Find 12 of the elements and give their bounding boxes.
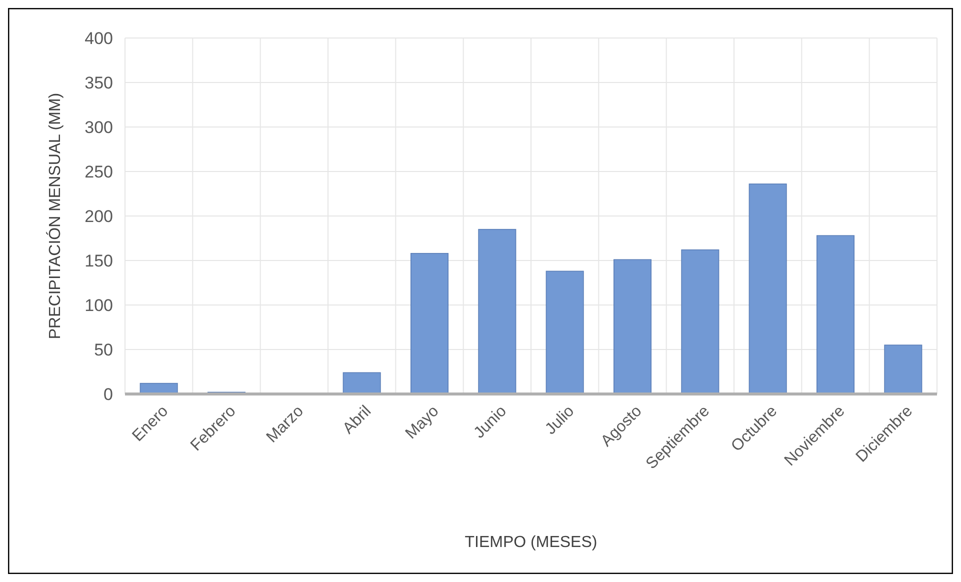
y-tick-label: 400 — [84, 28, 113, 48]
y-tick-label: 350 — [84, 73, 113, 92]
y-tick-label: 50 — [94, 340, 113, 360]
y-tick-label: 250 — [84, 162, 113, 182]
x-tick-label: Julio — [542, 402, 578, 438]
y-tick-label: 100 — [84, 296, 113, 315]
y-tick-label: 150 — [84, 251, 113, 270]
y-axis-title: PRECIPITACIÓN MENSUAL (MM) — [46, 92, 64, 340]
y-tick-label: 300 — [84, 118, 113, 137]
y-tick-label: 200 — [84, 206, 113, 226]
x-axis-title: TIEMPO (MESES) — [464, 534, 598, 551]
y-tick-label: 0 — [104, 384, 113, 404]
